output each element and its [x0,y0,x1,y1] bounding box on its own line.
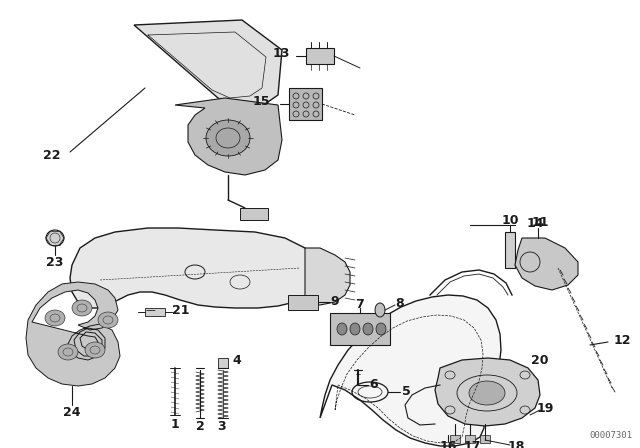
Text: 00007301: 00007301 [589,431,632,440]
Polygon shape [145,308,165,316]
Ellipse shape [85,342,105,358]
Text: 5: 5 [402,384,410,397]
Ellipse shape [350,323,360,335]
Text: 18: 18 [508,439,525,448]
Polygon shape [134,20,282,108]
Text: 1: 1 [171,418,179,431]
Text: 8: 8 [396,297,404,310]
Polygon shape [480,435,490,443]
Text: 20: 20 [531,353,548,366]
Text: 6: 6 [370,378,378,391]
Text: 19: 19 [536,401,554,414]
Ellipse shape [206,120,250,156]
Ellipse shape [375,303,385,317]
Polygon shape [435,358,540,426]
Ellipse shape [363,323,373,335]
Ellipse shape [45,310,65,326]
Text: 7: 7 [356,297,364,310]
Polygon shape [330,313,390,345]
Text: 13: 13 [273,47,290,60]
Polygon shape [305,248,350,305]
Polygon shape [450,435,460,443]
Polygon shape [505,232,515,268]
Ellipse shape [58,344,78,360]
Polygon shape [306,48,334,64]
Text: 17: 17 [463,439,481,448]
Polygon shape [289,88,322,120]
Ellipse shape [376,323,386,335]
Polygon shape [70,228,320,308]
Polygon shape [288,295,318,310]
Ellipse shape [46,230,64,246]
Text: 16: 16 [439,439,457,448]
Text: 22: 22 [42,148,60,161]
Polygon shape [240,208,268,220]
Text: 15: 15 [253,95,270,108]
Text: 21: 21 [172,303,189,316]
Ellipse shape [337,323,347,335]
Polygon shape [175,98,282,175]
Polygon shape [26,282,120,386]
Text: 9: 9 [331,294,339,307]
Text: 2: 2 [196,419,204,432]
Text: 23: 23 [46,255,64,268]
Text: 24: 24 [63,405,81,418]
Text: 3: 3 [218,419,227,432]
Polygon shape [320,295,501,446]
Text: 10: 10 [501,214,519,227]
Text: 4: 4 [232,353,241,366]
Polygon shape [218,358,228,368]
Polygon shape [465,435,475,443]
Ellipse shape [72,300,92,316]
Text: 12: 12 [614,333,632,346]
Text: 14: 14 [527,216,545,229]
Text: —: — [145,305,155,315]
Text: 11: 11 [531,215,548,228]
Ellipse shape [469,381,505,405]
Ellipse shape [98,312,118,328]
Polygon shape [515,238,578,290]
